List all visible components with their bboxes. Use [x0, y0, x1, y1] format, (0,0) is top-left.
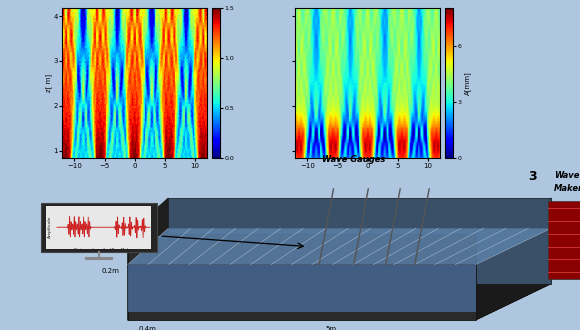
Text: Wave: Wave	[554, 171, 579, 180]
Polygon shape	[548, 201, 580, 279]
Text: 5m: 5m	[325, 326, 336, 330]
Polygon shape	[168, 198, 551, 284]
Text: 0.4m: 0.4m	[139, 326, 157, 330]
Text: Maker: Maker	[554, 184, 580, 193]
Y-axis label: z[ m]: z[ m]	[45, 74, 52, 92]
Polygon shape	[128, 228, 551, 265]
Text: Amplitude: Amplitude	[48, 216, 52, 239]
Text: 2: 2	[273, 0, 283, 2]
Text: 0.2m: 0.2m	[101, 268, 119, 274]
Text: Distance from the WaveMaker: Distance from the WaveMaker	[74, 248, 133, 252]
Polygon shape	[46, 206, 151, 249]
Polygon shape	[128, 198, 168, 320]
Polygon shape	[128, 265, 476, 312]
Polygon shape	[476, 198, 551, 320]
Polygon shape	[41, 203, 157, 252]
Polygon shape	[128, 234, 476, 320]
Text: 3: 3	[528, 170, 537, 183]
Y-axis label: A[mm]: A[mm]	[465, 72, 471, 95]
Polygon shape	[128, 284, 551, 320]
Text: Wave Gauges: Wave Gauges	[322, 155, 386, 164]
Text: 1: 1	[30, 0, 40, 2]
